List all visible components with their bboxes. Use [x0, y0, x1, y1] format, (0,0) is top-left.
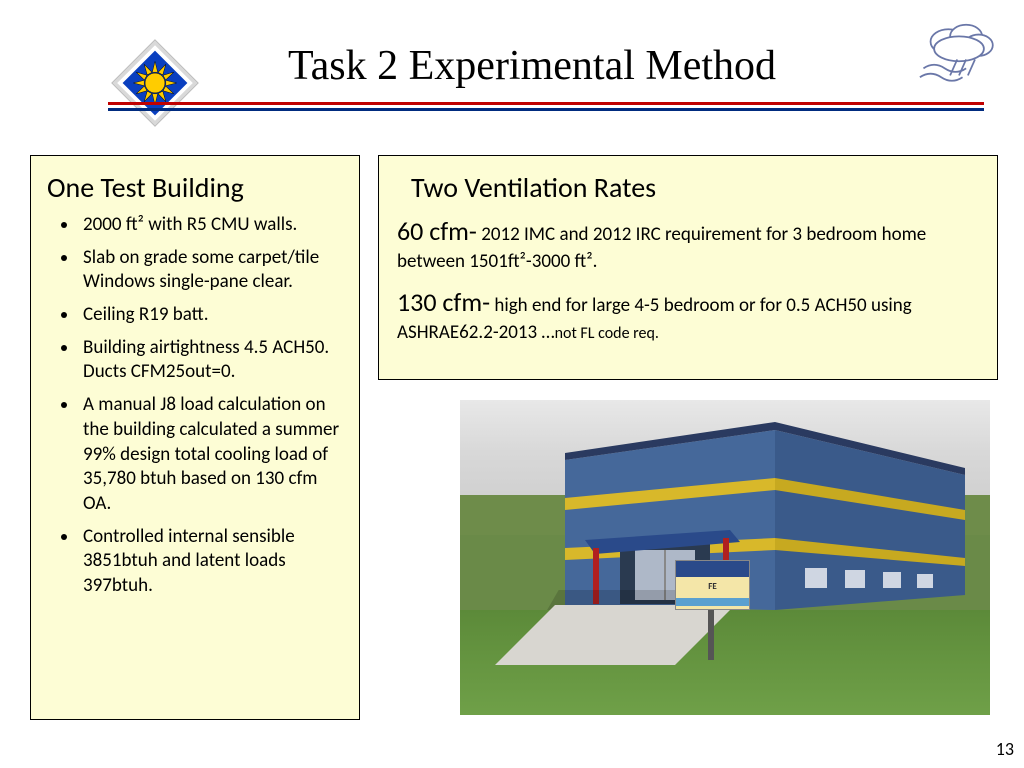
cloud-rain-icon	[914, 15, 1004, 95]
bullet-item: A manual J8 load calculation on the buil…	[79, 393, 343, 516]
header-rule-lines	[108, 102, 984, 111]
rate-tail: not FL code req.	[555, 324, 659, 343]
ventilation-rates-box: Two Ventilation Rates 60 cfm- 2012 IMC a…	[378, 155, 998, 380]
test-building-bullets: 2000 ft² with R5 CMU walls. Slab on grad…	[47, 213, 343, 599]
sun-logo-icon	[110, 38, 200, 128]
test-building-box: One Test Building 2000 ft² with R5 CMU w…	[30, 155, 360, 720]
bullet-item: Building airtightness 4.5 ACH50. Ducts C…	[79, 336, 343, 385]
building-sign: FE	[675, 560, 750, 610]
bullet-item: Slab on grade some carpet/tile Windows s…	[79, 246, 343, 295]
slide-body: One Test Building 2000 ft² with R5 CMU w…	[30, 155, 1000, 748]
rate-line: 130 cfm- high end for large 4-5 bedroom …	[397, 284, 979, 347]
right-box-title: Two Ventilation Rates	[411, 170, 979, 205]
rate-line: 60 cfm- 2012 IMC and 2012 IRC requiremen…	[397, 213, 979, 276]
bullet-item: Ceiling R19 batt.	[79, 303, 343, 328]
slide-title: Task 2 Experimental Method	[160, 30, 904, 90]
rate-body: 2012 IMC and 2012 IRC requirement for 3 …	[397, 223, 926, 273]
left-box-title: One Test Building	[47, 170, 343, 205]
building-photo: FE	[460, 400, 990, 715]
bullet-item: 2000 ft² with R5 CMU walls.	[79, 213, 343, 238]
page-number: 13	[996, 738, 1014, 760]
rate-lead: 60 cfm-	[397, 215, 477, 247]
slide-header: Task 2 Experimental Method	[0, 0, 1024, 140]
bullet-item: Controlled internal sensible 3851btuh an…	[79, 525, 343, 599]
rate-lead: 130 cfm-	[397, 286, 490, 318]
